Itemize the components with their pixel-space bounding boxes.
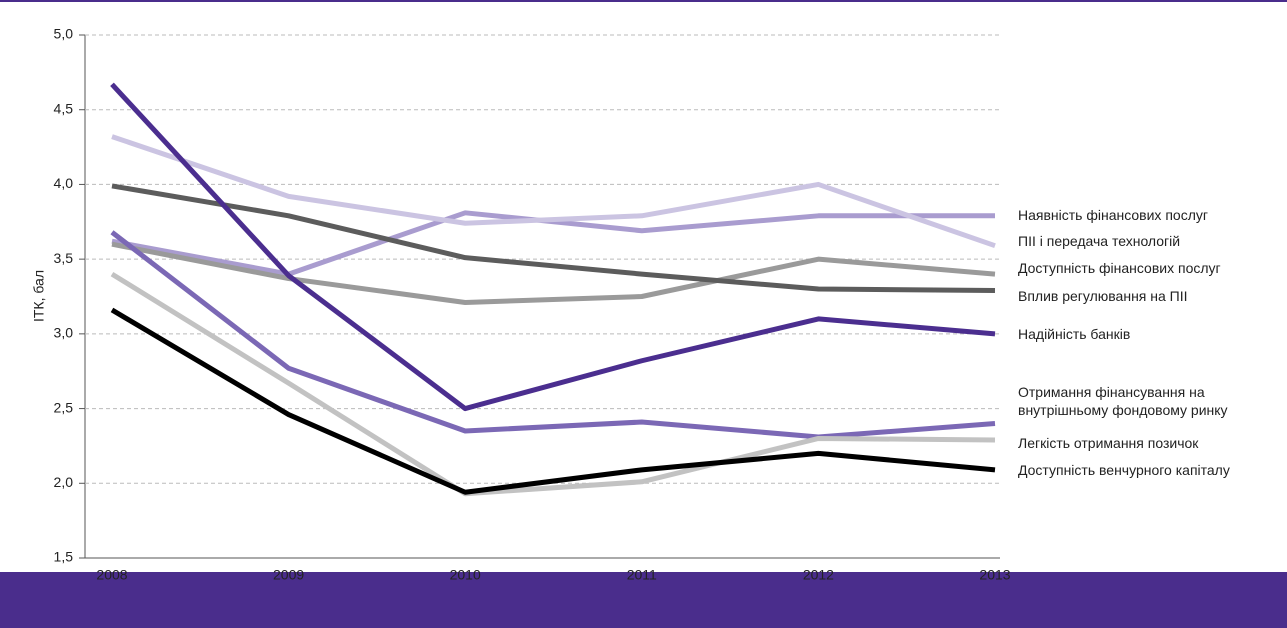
- y-tick-label: 5,0: [54, 26, 74, 42]
- y-tick-label: 2,5: [54, 399, 74, 415]
- y-tick-label: 4,0: [54, 175, 74, 191]
- x-tick-label: 2009: [273, 567, 304, 583]
- series-label: Вплив регулювання на ПІІ: [1018, 288, 1188, 304]
- x-tick-label: 2013: [979, 567, 1010, 583]
- series-label: ПІІ і передача технологій: [1018, 233, 1181, 249]
- series-line: [110, 271, 996, 497]
- y-axis-label: ІТК, бал: [31, 270, 47, 322]
- x-tick-label: 2011: [627, 567, 657, 583]
- y-tick-label: 3,5: [54, 250, 74, 266]
- series-line: [111, 183, 996, 294]
- y-tick-label: 4,5: [54, 100, 74, 116]
- y-tick-label: 2,0: [54, 474, 74, 490]
- series-label: Доступність фінансових послуг: [1018, 260, 1221, 276]
- series-label: Отримання фінансування на внутрішньому ф…: [1018, 384, 1228, 418]
- series-line: [110, 82, 996, 412]
- y-tick-label: 1,5: [54, 549, 74, 565]
- series-line: [111, 241, 996, 305]
- series-label: Наявність фінансових послуг: [1018, 207, 1208, 223]
- x-tick-label: 2012: [803, 567, 834, 583]
- series-label: Легкість отримання позичок: [1018, 435, 1199, 451]
- series-label: Доступність венчурного капіталу: [1018, 462, 1230, 478]
- x-tick-label: 2008: [96, 567, 127, 583]
- y-tick-label: 3,0: [54, 325, 74, 341]
- series-label: Надійність банків: [1018, 326, 1131, 342]
- footer-band: [0, 572, 1287, 628]
- series-line: [110, 307, 996, 495]
- series-line: [110, 230, 996, 440]
- series-line: [111, 134, 996, 249]
- x-tick-label: 2010: [450, 567, 481, 583]
- top-border: [0, 0, 1287, 2]
